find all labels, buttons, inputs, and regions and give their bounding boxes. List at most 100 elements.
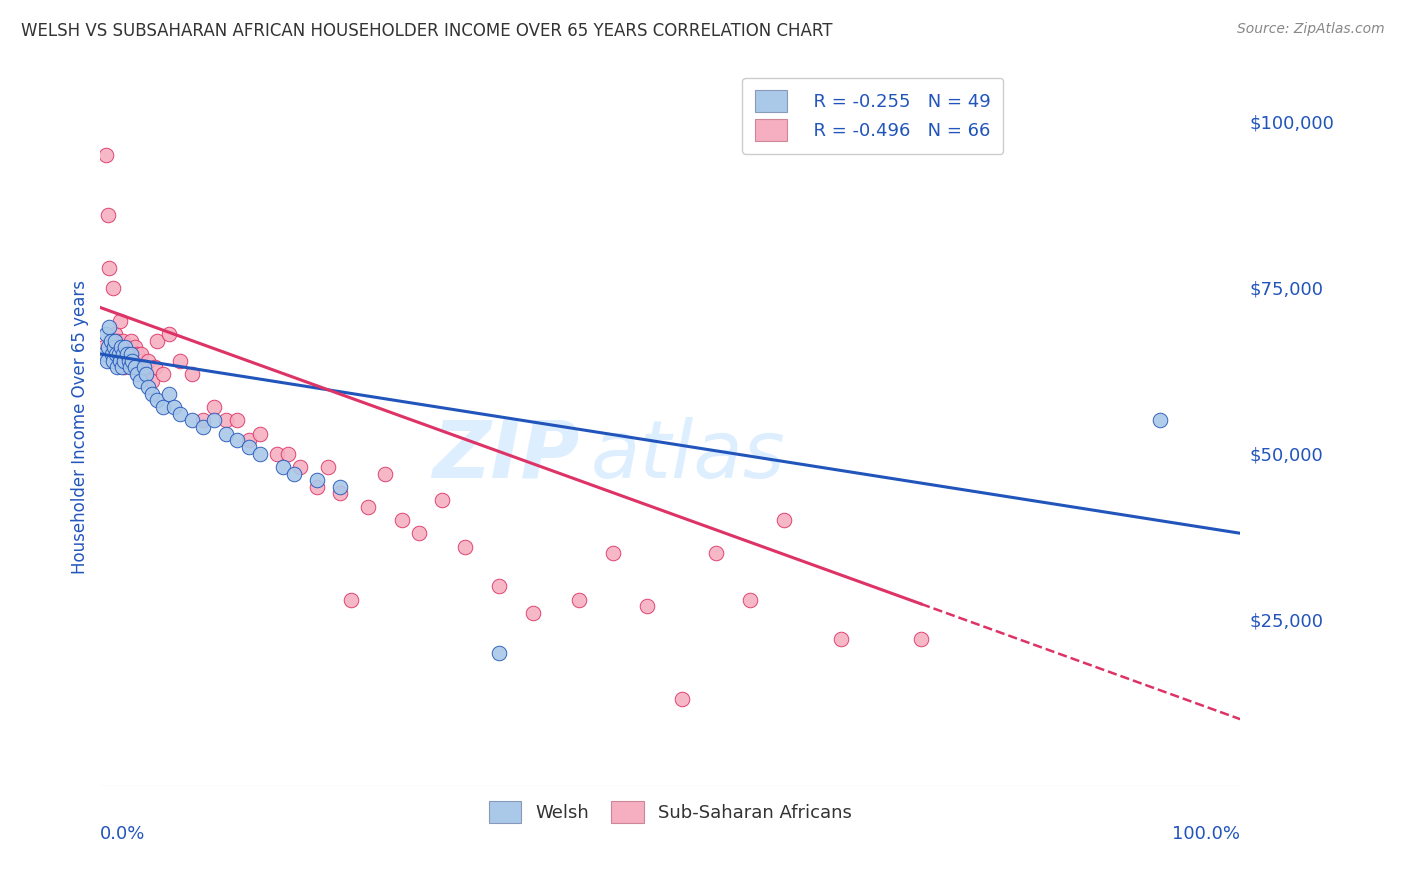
Point [132, 360, 155, 375]
Point [488, 579, 510, 593]
Text: Source: ZipAtlas.com: Source: ZipAtlas.com [1237, 22, 1385, 37]
Text: ZIP: ZIP [432, 417, 579, 495]
Point [391, 513, 413, 527]
Point [118, 360, 141, 375]
Point [108, 314, 131, 328]
Point [830, 632, 852, 647]
Point [107, 347, 129, 361]
Point [305, 480, 328, 494]
Point [114, 347, 136, 361]
Point [111, 360, 134, 375]
Point [118, 347, 141, 361]
Point [238, 434, 260, 448]
Point [180, 413, 202, 427]
Point [96, 353, 118, 368]
Point [107, 347, 129, 361]
Point [191, 420, 214, 434]
Point [97, 208, 120, 222]
Point [117, 340, 139, 354]
Point [671, 692, 693, 706]
Point [108, 353, 131, 368]
Point [131, 347, 153, 361]
Point [124, 360, 146, 375]
Point [115, 347, 138, 361]
Point [374, 467, 396, 481]
Point [215, 426, 238, 441]
Point [202, 400, 225, 414]
Point [114, 340, 136, 354]
Point [100, 334, 122, 348]
Point [602, 546, 624, 560]
Point [94, 327, 117, 342]
Point [1149, 413, 1171, 427]
Point [408, 526, 430, 541]
Point [202, 413, 225, 427]
Point [152, 367, 174, 381]
Text: 0.0%: 0.0% [100, 825, 146, 843]
Point [101, 280, 124, 294]
Point [121, 353, 143, 368]
Point [120, 347, 142, 361]
Legend: Welsh, Sub-Saharan Africans: Welsh, Sub-Saharan Africans [481, 794, 859, 830]
Point [329, 480, 352, 494]
Point [249, 447, 271, 461]
Point [112, 334, 135, 348]
Point [93, 340, 115, 354]
Point [132, 360, 155, 375]
Point [277, 447, 299, 461]
Point [125, 367, 148, 381]
Text: atlas: atlas [591, 417, 785, 495]
Point [157, 327, 180, 342]
Point [105, 347, 128, 361]
Point [266, 447, 288, 461]
Text: WELSH VS SUBSAHARAN AFRICAN HOUSEHOLDER INCOME OVER 65 YEARS CORRELATION CHART: WELSH VS SUBSAHARAN AFRICAN HOUSEHOLDER … [21, 22, 832, 40]
Point [128, 353, 150, 368]
Point [169, 353, 191, 368]
Point [568, 592, 591, 607]
Point [146, 334, 169, 348]
Point [249, 426, 271, 441]
Point [103, 340, 125, 354]
Point [104, 327, 127, 342]
Point [100, 347, 122, 361]
Y-axis label: Householder Income Over 65 years: Householder Income Over 65 years [72, 280, 89, 574]
Point [136, 353, 159, 368]
Point [432, 493, 454, 508]
Point [120, 334, 142, 348]
Point [152, 400, 174, 414]
Point [111, 347, 134, 361]
Point [107, 360, 129, 375]
Point [169, 407, 191, 421]
Point [180, 367, 202, 381]
Point [226, 413, 249, 427]
Point [329, 486, 352, 500]
Point [146, 393, 169, 408]
Point [112, 347, 135, 361]
Point [238, 440, 260, 454]
Point [773, 513, 796, 527]
Point [97, 340, 120, 354]
Point [636, 599, 658, 614]
Point [305, 473, 328, 487]
Point [910, 632, 932, 647]
Point [104, 334, 127, 348]
Point [522, 606, 544, 620]
Point [318, 459, 340, 474]
Point [98, 320, 121, 334]
Point [738, 592, 761, 607]
Point [94, 148, 117, 162]
Point [101, 353, 124, 368]
Point [226, 434, 249, 448]
Point [271, 459, 294, 474]
Point [163, 400, 186, 414]
Point [118, 353, 141, 368]
Point [288, 459, 311, 474]
Point [135, 367, 157, 381]
Point [110, 340, 132, 354]
Point [100, 334, 122, 348]
Point [118, 353, 141, 368]
Point [98, 260, 121, 275]
Point [107, 334, 129, 348]
Point [141, 387, 163, 401]
Point [112, 353, 135, 368]
